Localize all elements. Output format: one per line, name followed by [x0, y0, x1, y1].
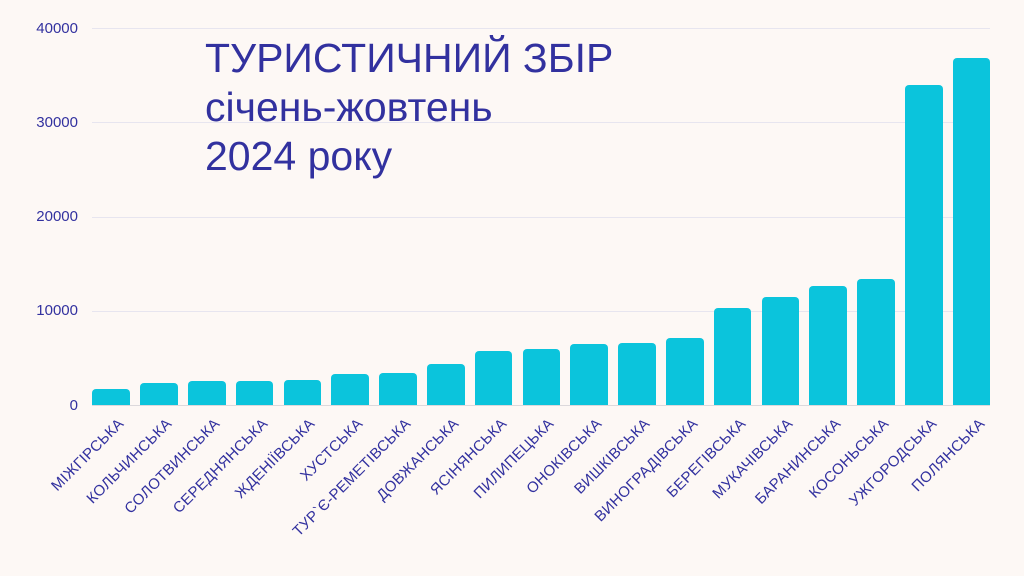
bar — [570, 344, 608, 405]
y-axis-tick-label: 0 — [69, 396, 78, 414]
y-axis-tick-label: 30000 — [36, 113, 78, 131]
bar — [474, 350, 513, 405]
chart-title: ТУРИСТИЧНИЙ ЗБІР січень-жовтень 2024 рок… — [205, 34, 613, 181]
chart-title-line1: ТУРИСТИЧНИЙ ЗБІР — [205, 35, 614, 81]
bar — [761, 297, 800, 405]
bar — [427, 364, 465, 405]
x-axis-category-label: ПОЛЯНСЬКА — [908, 415, 988, 496]
gridline — [92, 28, 990, 29]
gridline — [92, 310, 990, 312]
chart-title-line2: січень-жовтень — [205, 84, 493, 130]
bar — [331, 373, 369, 405]
bar — [522, 349, 561, 405]
bar — [283, 379, 322, 405]
bar — [857, 278, 895, 405]
bar — [188, 381, 226, 405]
bar — [809, 286, 847, 405]
y-axis-tick-label: 10000 — [36, 302, 78, 320]
bar — [666, 338, 704, 405]
bar — [140, 382, 178, 405]
bar — [905, 85, 943, 405]
bar — [618, 343, 656, 405]
gridline — [92, 216, 990, 218]
bar — [379, 372, 417, 405]
chart-title-line3: 2024 року — [205, 133, 393, 179]
x-axis-baseline — [92, 405, 990, 406]
bar — [235, 380, 274, 405]
bar — [713, 308, 752, 405]
y-axis-tick-label: 20000 — [36, 208, 78, 225]
gridline — [92, 122, 990, 124]
bar — [952, 58, 991, 405]
bar — [92, 388, 130, 405]
y-axis-tick-label: 40000 — [36, 19, 78, 37]
x-axis-category-label: МІЖГІРСЬКА — [48, 415, 128, 495]
